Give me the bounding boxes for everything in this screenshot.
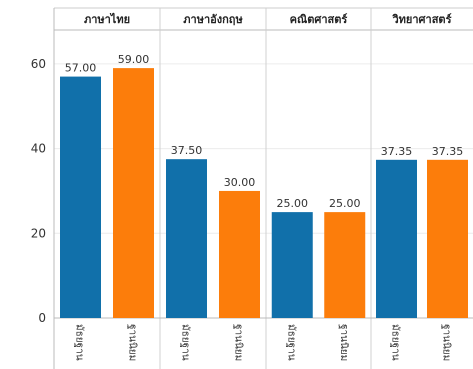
panel-title: ภาษาอังกฤษ bbox=[183, 13, 243, 26]
x-category-label: มัธยฐาน bbox=[390, 324, 401, 361]
panel-title: คณิตศาสตร์ bbox=[290, 13, 348, 26]
bar bbox=[219, 190, 260, 318]
y-tick-label: 0 bbox=[38, 311, 46, 325]
bar bbox=[60, 76, 101, 319]
bar bbox=[113, 68, 154, 318]
x-category-label: มัธยฐาน bbox=[180, 324, 191, 361]
data-label: 37.35 bbox=[432, 145, 464, 158]
bar bbox=[427, 159, 468, 318]
x-category-label: ฐานนิยม bbox=[338, 324, 349, 361]
data-label: 37.50 bbox=[171, 144, 203, 157]
x-category-label: มัธยฐาน bbox=[74, 324, 85, 361]
x-category-label: ฐานนิยม bbox=[441, 324, 452, 361]
y-tick-label: 40 bbox=[31, 142, 46, 156]
panel-title: ภาษาไทย bbox=[84, 12, 130, 26]
data-label: 25.00 bbox=[277, 197, 309, 210]
x-category-label: มัธยฐาน bbox=[285, 324, 296, 361]
bar bbox=[376, 159, 417, 318]
bar bbox=[324, 212, 366, 318]
x-category-label: ฐานนิยม bbox=[127, 324, 138, 361]
y-tick-label: 20 bbox=[31, 226, 46, 240]
data-label: 30.00 bbox=[224, 176, 256, 189]
x-category-label: ฐานนิยม bbox=[233, 324, 244, 361]
bar bbox=[271, 212, 313, 318]
data-label: 25.00 bbox=[329, 197, 361, 210]
bar bbox=[166, 159, 207, 318]
data-label: 59.00 bbox=[118, 53, 150, 66]
data-label: 37.35 bbox=[381, 145, 413, 158]
panel-title: วิทยาศาสตร์ bbox=[392, 13, 452, 26]
data-label: 57.00 bbox=[65, 62, 97, 75]
y-tick-label: 60 bbox=[31, 57, 46, 71]
